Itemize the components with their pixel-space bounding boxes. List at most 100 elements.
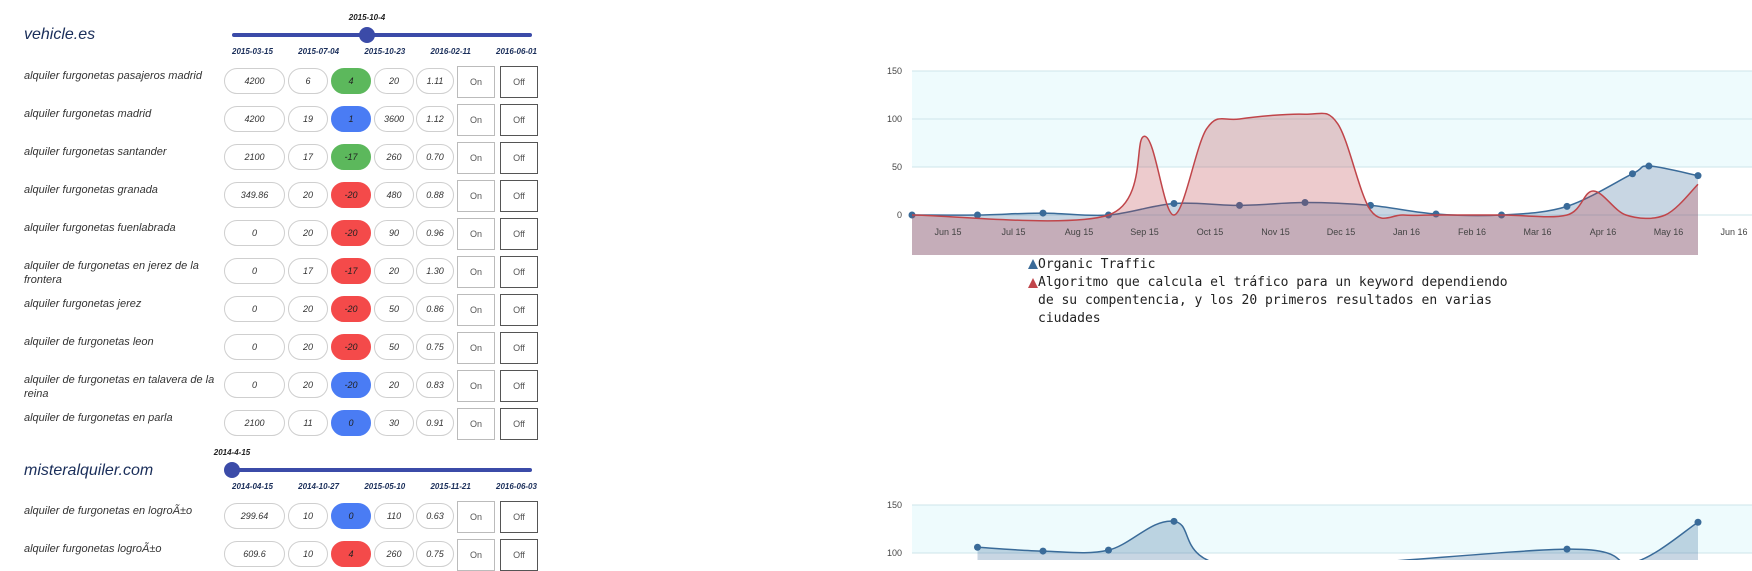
data-point[interactable] bbox=[1236, 201, 1243, 209]
metric-v2: 17 bbox=[288, 144, 328, 170]
off-button[interactable]: Off bbox=[500, 104, 538, 136]
metric-v2: 6 bbox=[288, 68, 328, 94]
data-point[interactable] bbox=[1563, 545, 1571, 553]
x-tick-label: Jan 16 bbox=[1393, 227, 1420, 237]
data-point[interactable] bbox=[1039, 209, 1047, 217]
x-tick-label: Apr 16 bbox=[1590, 227, 1617, 237]
on-button[interactable]: On bbox=[457, 332, 495, 364]
metric-v3: 1 bbox=[331, 106, 371, 132]
x-tick-label: Jul 15 bbox=[1002, 227, 1026, 237]
series-line bbox=[977, 520, 1699, 560]
data-point[interactable] bbox=[974, 543, 981, 551]
off-button[interactable]: Off bbox=[500, 539, 538, 571]
off-button[interactable]: Off bbox=[500, 294, 538, 326]
on-button[interactable]: On bbox=[457, 370, 495, 402]
date-tick: 2016-06-01 bbox=[496, 47, 537, 56]
legend-item-organic[interactable]: Organic Traffic bbox=[1028, 256, 1528, 274]
off-button[interactable]: Off bbox=[500, 66, 538, 98]
keyword-row: alquiler de furgonetas en parla 2100 11 0 30… bbox=[0, 408, 545, 440]
metric-v5: 0.75 bbox=[416, 334, 454, 360]
metric-v1: 0 bbox=[224, 334, 285, 360]
x-tick-label: Feb 16 bbox=[1458, 227, 1486, 237]
keyword-row: alquiler de furgonetas en jerez de la fr… bbox=[0, 256, 545, 288]
data-point[interactable] bbox=[1105, 546, 1112, 554]
off-button[interactable]: Off bbox=[500, 218, 538, 250]
date-ticks: 2015-03-15 2015-07-04 2015-10-23 2016-02-11… bbox=[232, 47, 537, 56]
data-point[interactable] bbox=[1694, 518, 1702, 526]
off-button[interactable]: Off bbox=[500, 370, 538, 402]
y-tick-label: 0 bbox=[897, 210, 902, 220]
slider-thumb[interactable] bbox=[224, 462, 240, 478]
off-button[interactable]: Off bbox=[500, 142, 538, 174]
on-button[interactable]: On bbox=[457, 539, 495, 571]
on-button[interactable]: On bbox=[457, 256, 495, 288]
keyword-row: alquiler furgonetas fuenlabrada 0 20 -20 90 0… bbox=[0, 218, 545, 250]
data-point[interactable] bbox=[1170, 517, 1178, 525]
metric-v2: 10 bbox=[288, 503, 328, 529]
on-button[interactable]: On bbox=[457, 408, 495, 440]
data-point[interactable] bbox=[1645, 162, 1653, 170]
keyword-row: alquiler furgonetas jerez 0 20 -20 50 0.86 On O… bbox=[0, 294, 545, 326]
on-button[interactable]: On bbox=[457, 104, 495, 136]
on-button[interactable]: On bbox=[457, 66, 495, 98]
metric-v4: 30 bbox=[374, 410, 414, 436]
off-button[interactable]: Off bbox=[500, 332, 538, 364]
metric-v3: -17 bbox=[331, 258, 371, 284]
keyword-label: alquiler furgonetas santander bbox=[24, 146, 167, 158]
metric-v2: 20 bbox=[288, 372, 328, 398]
on-button[interactable]: On bbox=[457, 218, 495, 250]
date-tick: 2016-06-03 bbox=[496, 482, 537, 491]
off-button[interactable]: Off bbox=[500, 256, 538, 288]
data-point[interactable] bbox=[1563, 202, 1571, 210]
on-button[interactable]: On bbox=[457, 180, 495, 212]
metric-v1: 349.86 bbox=[224, 182, 285, 208]
y-tick-label: 50 bbox=[892, 162, 902, 172]
off-button[interactable]: Off bbox=[500, 408, 538, 440]
date-slider[interactable]: 2014-4-15 bbox=[214, 448, 532, 478]
metric-v4: 20 bbox=[374, 372, 414, 398]
metric-v4: 50 bbox=[374, 334, 414, 360]
y-tick-label: 150 bbox=[887, 66, 902, 76]
data-point[interactable] bbox=[1170, 199, 1178, 207]
off-button[interactable]: Off bbox=[500, 180, 538, 212]
data-point[interactable] bbox=[1039, 547, 1047, 555]
legend-item-algorithm[interactable]: Algoritmo que calcula el tráfico para un… bbox=[1028, 274, 1528, 328]
metric-v5: 1.11 bbox=[416, 68, 454, 94]
on-button[interactable]: On bbox=[457, 501, 495, 533]
data-point[interactable] bbox=[1694, 172, 1702, 180]
data-point[interactable] bbox=[974, 211, 981, 219]
keyword-label: alquiler de furgonetas en parla bbox=[24, 412, 173, 424]
metric-v1: 0 bbox=[224, 296, 285, 322]
keyword-row: alquiler furgonetas madrid 4200 19 1 3600 1.1… bbox=[0, 104, 545, 136]
slider-track[interactable] bbox=[232, 468, 532, 472]
date-slider[interactable]: 2015-10-4 bbox=[232, 13, 532, 43]
metric-v3: 0 bbox=[331, 503, 371, 529]
metric-v4: 50 bbox=[374, 296, 414, 322]
metric-v5: 0.63 bbox=[416, 503, 454, 529]
metric-v3: -17 bbox=[331, 144, 371, 170]
x-tick-label: Dec 15 bbox=[1327, 227, 1356, 237]
slider-thumb[interactable] bbox=[359, 27, 375, 43]
y-tick-label: 150 bbox=[887, 500, 902, 510]
data-point[interactable] bbox=[1432, 210, 1440, 218]
date-ticks: 2014-04-15 2014-10-27 2015-05-10 2015-11-21… bbox=[232, 482, 537, 491]
data-point[interactable] bbox=[1301, 199, 1309, 207]
metric-v5: 1.12 bbox=[416, 106, 454, 132]
on-button[interactable]: On bbox=[457, 142, 495, 174]
keyword-row: alquiler furgonetas pasajeros madrid 4200… bbox=[0, 66, 545, 98]
metric-v2: 19 bbox=[288, 106, 328, 132]
off-button[interactable]: Off bbox=[500, 501, 538, 533]
keyword-label: alquiler furgonetas pasajeros madrid bbox=[24, 70, 202, 82]
series-line bbox=[911, 112, 1699, 222]
y-tick-label: 100 bbox=[887, 114, 902, 124]
metric-v3: 0 bbox=[331, 410, 371, 436]
metric-v4: 3600 bbox=[374, 106, 414, 132]
keyword-row: alquiler de furgonetas en talavera de la… bbox=[0, 370, 545, 402]
triangle-icon bbox=[1028, 259, 1038, 269]
data-point[interactable] bbox=[1629, 170, 1636, 178]
keyword-label: alquiler furgonetas madrid bbox=[24, 108, 152, 120]
on-button[interactable]: On bbox=[457, 294, 495, 326]
metric-v4: 20 bbox=[374, 258, 414, 284]
metric-v2: 17 bbox=[288, 258, 328, 284]
slider-track[interactable] bbox=[232, 33, 532, 37]
